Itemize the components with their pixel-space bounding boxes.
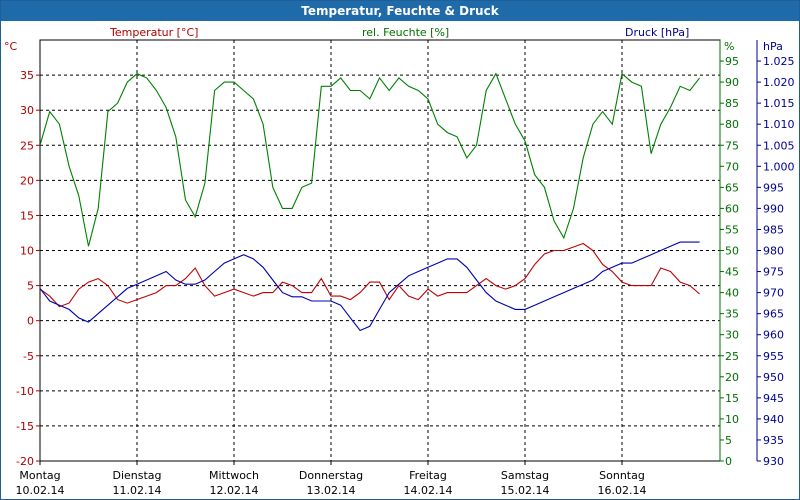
- pressure-tick-label: 935: [763, 434, 784, 447]
- humidity-tick-label: 95: [725, 55, 739, 68]
- pressure-tick-label: 1.020: [763, 76, 795, 89]
- humidity-tick-label: 60: [725, 202, 739, 215]
- pressure-axis: 930 935 940 945 950 955 960 965 970 975 980 985 990 9…: [756, 40, 795, 468]
- humidity-tick-label: 55: [725, 223, 739, 236]
- humidity-unit-label: %: [724, 40, 734, 53]
- x-tick-date: 15.02.14: [501, 484, 550, 497]
- pressure-tick-label: 960: [763, 329, 784, 342]
- humidity-tick-label: 5: [725, 434, 732, 447]
- pressure-tick-label: 1.000: [763, 160, 795, 173]
- temperature-tick-label: -15: [16, 420, 34, 433]
- series-group: [40, 72, 701, 332]
- pressure-tick-label: 980: [763, 245, 784, 258]
- pressure-tick-label: 985: [763, 223, 784, 236]
- humidity-tick-label: 75: [725, 139, 739, 152]
- pressure-tick-label: 945: [763, 392, 784, 405]
- pressure-tick-label: 1.015: [763, 97, 795, 110]
- temperature-unit-label: °C: [4, 40, 18, 53]
- legend-pressure: Druck [hPa]: [625, 26, 689, 39]
- humidity-tick-label: 65: [725, 181, 739, 194]
- x-tick-day: Montag: [19, 469, 60, 482]
- pressure-tick-label: 995: [763, 181, 784, 194]
- temperature-tick-label: 25: [20, 139, 34, 152]
- x-tick-date: 16.02.14: [598, 484, 647, 497]
- humidity-tick-label: 45: [725, 266, 739, 279]
- x-tick-date: 14.02.14: [404, 484, 453, 497]
- temperature-tick-label: -5: [23, 350, 34, 363]
- temperature-tick-label: 15: [20, 209, 34, 222]
- x-tick-day: Dienstag: [112, 469, 161, 482]
- humidity-axis: 0 5 10 15 20 25 30 35 40 45 50 55 60 65 70 75 80 85 90 95: [719, 40, 739, 468]
- x-tick-date: 11.02.14: [113, 484, 162, 497]
- pressure-tick-label: 1.010: [763, 118, 795, 131]
- x-tick-date: 13.02.14: [307, 484, 356, 497]
- humidity-tick-label: 30: [725, 329, 739, 342]
- pressure-tick-label: 955: [763, 350, 784, 363]
- humidity-tick-label: 50: [725, 245, 739, 258]
- x-axis: Montag 10.02.14 Dienstag 11.02.14 Mittwoch 12…: [16, 461, 647, 497]
- humidity-tick-label: 15: [725, 392, 739, 405]
- pressure-unit-label: hPa: [763, 40, 783, 53]
- pressure-tick-label: 965: [763, 308, 784, 321]
- grid: [40, 40, 720, 461]
- x-tick-date: 12.02.14: [210, 484, 259, 497]
- series-line-humidity: [40, 72, 701, 247]
- series-line-temperature: [40, 242, 700, 308]
- humidity-tick-label: 0: [725, 455, 732, 468]
- series-line-pressure: [40, 241, 700, 332]
- pressure-tick-label: 990: [763, 202, 784, 215]
- temperature-tick-label: 5: [27, 280, 34, 293]
- temperature-tick-label: 30: [20, 104, 34, 117]
- humidity-tick-label: 80: [725, 118, 739, 131]
- temperature-tick-label: 10: [20, 245, 34, 258]
- temperature-tick-label: -10: [16, 385, 34, 398]
- temperature-tick-label: 0: [27, 315, 34, 328]
- temperature-axis: -20 -15 -10 -5 0 5 10 15 20 25 30 35: [16, 69, 40, 468]
- chart-title: Temperatur, Feuchte & Druck: [1, 1, 799, 21]
- x-tick-day: Mittwoch: [209, 469, 259, 482]
- pressure-tick-label: 930: [763, 455, 784, 468]
- x-tick-day: Samstag: [501, 469, 549, 482]
- x-tick-date: 10.02.14: [16, 484, 65, 497]
- pressure-tick-label: 940: [763, 413, 784, 426]
- humidity-tick-label: 20: [725, 371, 739, 384]
- x-tick-day: Sonntag: [599, 469, 645, 482]
- humidity-tick-label: 85: [725, 97, 739, 110]
- humidity-tick-label: 90: [725, 76, 739, 89]
- legend-humidity: rel. Feuchte [%]: [362, 26, 449, 39]
- temperature-tick-label: -20: [16, 455, 34, 468]
- humidity-tick-label: 25: [725, 350, 739, 363]
- humidity-tick-label: 10: [725, 413, 739, 426]
- pressure-tick-label: 950: [763, 371, 784, 384]
- temperature-tick-label: 35: [20, 69, 34, 82]
- humidity-tick-label: 35: [725, 308, 739, 321]
- pressure-tick-label: 1.025: [763, 55, 795, 68]
- humidity-tick-label: 40: [725, 287, 739, 300]
- x-tick-day: Donnerstag: [299, 469, 363, 482]
- temperature-tick-label: 20: [20, 174, 34, 187]
- x-tick-day: Freitag: [409, 469, 447, 482]
- pressure-tick-label: 970: [763, 287, 784, 300]
- legend-temperature: Temperatur [°C]: [109, 26, 198, 39]
- pressure-tick-label: 975: [763, 266, 784, 279]
- humidity-tick-label: 70: [725, 160, 739, 173]
- pressure-tick-label: 1.005: [763, 139, 795, 152]
